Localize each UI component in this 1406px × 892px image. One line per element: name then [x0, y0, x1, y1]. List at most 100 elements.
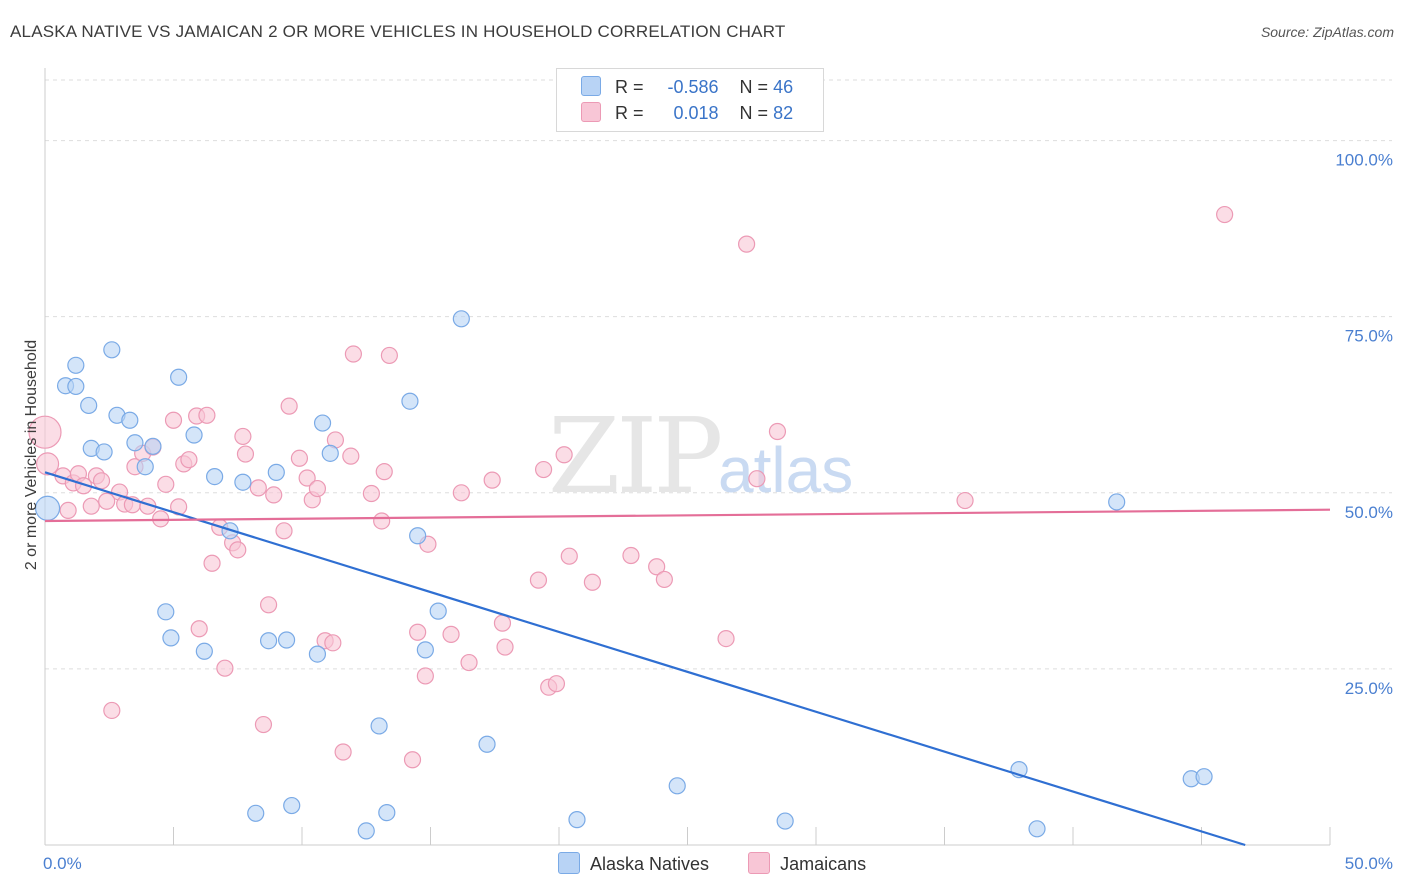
- alaska-point: [247, 804, 265, 822]
- alaska-point: [1108, 493, 1126, 511]
- alaska-point: [206, 467, 224, 486]
- alaska-point: [157, 603, 175, 621]
- jamaican-point: [748, 470, 766, 488]
- jamaican-point: [583, 573, 602, 591]
- alaska-point: [80, 396, 98, 415]
- alaska-point: [121, 411, 139, 429]
- watermark-zip: ZIP: [548, 395, 720, 517]
- jamaican-point: [493, 614, 512, 632]
- legend-item-label: Alaska Natives: [590, 854, 710, 874]
- alaska-point: [95, 443, 113, 461]
- legend-r-value: 0.018: [673, 103, 719, 123]
- alaska-point: [401, 392, 419, 410]
- trend-lines: [44, 471, 1331, 847]
- jamaican-point: [290, 449, 309, 467]
- legend-item-alaska[interactable]: Alaska Natives: [558, 852, 709, 875]
- jamaican-point: [254, 715, 273, 734]
- alaska-point: [144, 437, 162, 455]
- jamaican-point: [717, 630, 735, 648]
- series-legend: Alaska Natives Jamaicans: [558, 852, 900, 875]
- alaska-point: [67, 377, 85, 396]
- jamaican-point: [555, 446, 573, 464]
- alaska-point: [162, 629, 180, 647]
- jamaican-point: [529, 571, 548, 589]
- jamaican-point: [483, 471, 501, 489]
- jamaican-point: [28, 415, 62, 449]
- x-tick-label: 0.0%: [43, 854, 82, 873]
- alaska-point: [313, 414, 332, 432]
- jamaican-point: [198, 406, 216, 424]
- jamaican-point: [249, 479, 267, 497]
- legend-n-value: 46: [773, 77, 794, 97]
- alaska-swatch: [558, 852, 580, 874]
- jamaican-point: [298, 469, 316, 487]
- jamaican-point: [324, 634, 342, 652]
- axis-labels: 25.0% 50.0% 75.0% 100.0% 0.0% 50.0%: [43, 151, 1393, 873]
- alaska-point: [277, 631, 296, 649]
- jamaican-point: [534, 460, 553, 479]
- jamaican-swatch: [581, 102, 601, 122]
- alaska-point: [1195, 768, 1213, 786]
- jamaican-point: [380, 346, 398, 365]
- jamaican-point: [373, 512, 391, 530]
- jamaican-point: [265, 486, 283, 504]
- jamaican-point: [655, 570, 673, 589]
- jamaican-point: [59, 501, 77, 520]
- watermark-atlas: atlas: [718, 434, 853, 506]
- source-label: Source: ZipAtlas.com: [1260, 24, 1394, 40]
- alaska-point: [416, 641, 434, 659]
- jamaican-point: [956, 491, 974, 510]
- jamaican-point: [308, 479, 327, 498]
- alaska-point: [668, 777, 686, 795]
- x-tick-label: 50.0%: [1345, 854, 1393, 873]
- jamaican-swatch: [748, 852, 771, 874]
- jamaican-point: [409, 623, 427, 641]
- jamaican-point: [229, 541, 247, 559]
- y-tick-label: 25.0%: [1345, 679, 1393, 698]
- legend-row-jamaican: R = 0.018 N = 82: [581, 102, 793, 126]
- alaska-point: [378, 803, 396, 822]
- legend-r-value: -0.586: [667, 77, 719, 97]
- jamaican-point: [35, 452, 60, 476]
- y-tick-label: 100.0%: [1335, 151, 1393, 170]
- jamaican-point: [362, 484, 380, 503]
- jamaican-point: [334, 743, 352, 761]
- alaska-point: [1028, 820, 1046, 838]
- correlation-legend: R = -0.586 N = 46 R = 0.018 N = 82: [556, 68, 824, 132]
- alaska-point: [308, 645, 327, 663]
- alaska-point: [67, 356, 85, 374]
- alaska-point: [126, 434, 144, 452]
- jamaican-point: [460, 653, 478, 672]
- jamaican-point: [234, 427, 252, 446]
- alaska-trend-line: [44, 471, 1246, 847]
- jamaican-point: [375, 463, 393, 481]
- alaska-point: [370, 717, 388, 735]
- jamaican-point: [403, 751, 422, 769]
- jamaican-point: [1216, 205, 1234, 224]
- alaska-point: [357, 822, 375, 840]
- legend-r-label: R =: [615, 103, 644, 123]
- legend-row-alaska: R = -0.586 N = 46: [581, 76, 793, 100]
- alaska-point: [452, 310, 470, 328]
- alaska-point: [267, 463, 285, 481]
- alaska-point: [195, 642, 213, 660]
- jamaican-point: [82, 497, 100, 515]
- watermark: ZIP atlas: [548, 395, 853, 517]
- chart-title: ALASKA NATIVE VS JAMAICAN 2 OR MORE VEHI…: [10, 22, 786, 41]
- y-axis-label: 2 or more Vehicles in Household: [23, 340, 40, 570]
- alaska-point: [409, 527, 427, 545]
- jamaican-point: [648, 558, 666, 576]
- legend-r-label: R =: [615, 77, 644, 97]
- jamaican-point: [452, 484, 470, 502]
- jamaican-point: [164, 411, 183, 429]
- legend-item-jamaican[interactable]: Jamaicans: [748, 852, 866, 875]
- jamaican-point: [342, 447, 360, 465]
- jamaican-point: [622, 546, 640, 565]
- alaska-point: [136, 458, 154, 476]
- alaska-point: [185, 426, 203, 444]
- alaska-point: [478, 735, 496, 753]
- alaska-point: [259, 632, 278, 650]
- legend-n-label: N =: [739, 77, 769, 97]
- jamaican-point: [344, 345, 362, 363]
